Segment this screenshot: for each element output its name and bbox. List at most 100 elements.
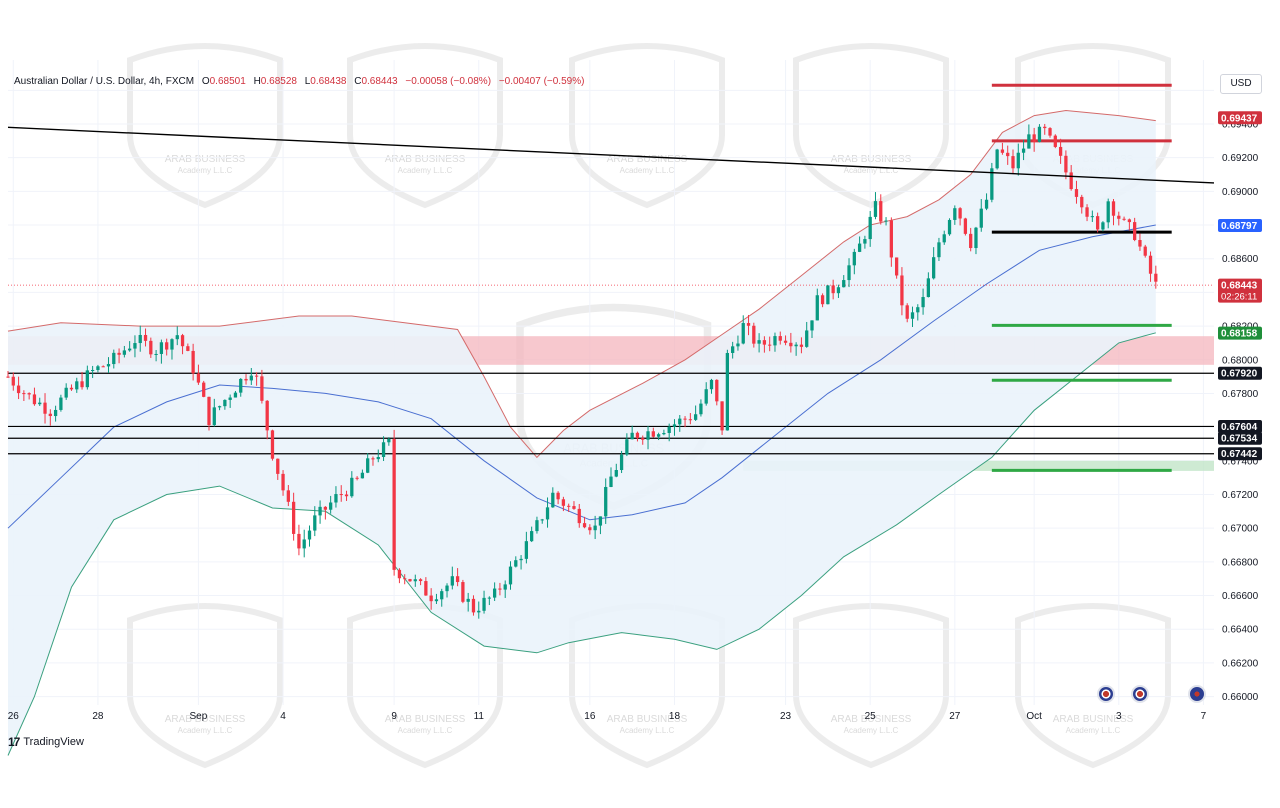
candle-body [593,525,597,531]
candle-body [350,477,354,497]
us-flag-event-icon[interactable] [1097,685,1115,703]
candle-body [207,396,211,426]
candle-body [138,334,142,344]
watermark-text: ARAB BUSINESS [385,714,466,725]
candle-body [38,402,42,405]
candle-body [1058,146,1063,156]
candle-body [894,257,899,276]
candle-body [932,257,936,279]
candle-body [1106,201,1110,223]
candle-body [450,576,454,586]
tradingview-logo[interactable]: 17 TradingView [8,735,84,749]
candle-body [969,233,973,249]
candle-body [360,472,365,479]
candle-body [270,430,275,459]
time-axis[interactable]: 26 28 Sep 4 9 11 16 18 23 25 27 Oct 3 7 [8,711,1207,722]
candle-body [339,494,343,496]
candle-body [715,379,719,402]
candle-body [445,585,449,592]
low-label: L [304,76,311,87]
candle-body [239,378,243,393]
bollinger-fill [8,110,1156,756]
candle-body [191,350,195,374]
candle-body [202,382,206,397]
high-value: 0.68528 [260,76,297,87]
currency-button[interactable]: USD [1220,74,1262,94]
candle-body [752,325,756,344]
candle-body [1154,273,1158,282]
candle-body [471,598,476,613]
candle-body [101,366,105,368]
candle-body [492,588,497,598]
candle-body [699,403,703,415]
us-flag-event-icon-2[interactable] [1131,685,1149,703]
price-tag-6 [1218,431,1262,445]
candle-body [736,343,740,347]
low-value: 0.68438 [310,76,347,87]
price-axis[interactable]: 0.696000.694000.692000.690000.688000.686… [1214,60,1280,710]
time-tick-label: 18 [669,711,681,722]
candle-body [768,344,772,346]
open-label: O [201,76,210,87]
watermark-text: ARAB BUSINESS [1053,714,1134,725]
time-tick-label: 7 [1201,711,1207,722]
candle-body [540,519,544,521]
candle-body [614,470,618,477]
bollinger-middle [7,224,1156,529]
candle-body [80,381,84,388]
candle-body [725,352,730,431]
candle-body [403,578,407,580]
candle-body [524,541,529,559]
candle-body [48,413,52,417]
candle-body [133,343,137,349]
price-tick-label: 0.68600 [1222,254,1259,265]
candle-body [995,149,999,169]
price-tag-5 [1218,419,1262,433]
candle-body [1053,135,1057,147]
time-tick-label: 16 [584,711,596,722]
price-tick-label: 0.67000 [1222,524,1259,535]
candle-body [482,597,486,611]
candle-body [381,442,386,457]
candle-body [11,376,15,386]
price-tag-7 [1218,447,1262,461]
candle-body [143,334,148,341]
price-tag-0 [1218,111,1262,125]
candle-body [979,208,983,228]
candle-body [651,431,655,437]
candle-body [1064,155,1068,173]
candle-body [212,407,216,426]
au-flag-event-icon[interactable] [1188,685,1206,703]
candle-body [376,456,380,460]
time-tick-label: 26 [8,711,20,722]
candle-body [487,597,491,599]
candle-body [1074,189,1079,197]
candle-body [900,275,904,306]
price-tick-label: 0.66600 [1222,591,1259,602]
candle-body [75,381,79,390]
close-label: C [354,76,362,87]
candle-body [1148,255,1153,274]
candle-body [1069,172,1073,190]
candle-body [69,387,74,390]
candle-body [789,342,793,347]
candle-body [96,366,100,370]
candle-body [27,393,31,395]
change-value-2: −0.00407 (−0.59%) [498,76,585,87]
candle-body [53,409,58,417]
candle-body [868,216,872,240]
bollinger-upper [7,109,1156,459]
candle-body [286,490,290,502]
candle-body [609,476,613,487]
candle-body [90,369,95,371]
price-tick-label: 0.69400 [1222,119,1259,130]
time-tick-label: 25 [865,711,877,722]
watermark-shield [1015,603,1171,769]
price-axis-bg [1214,60,1280,710]
candle-body [984,199,989,209]
candle-body [1133,222,1137,240]
price-tick-label: 0.66400 [1222,625,1259,636]
watermark-text: ARAB BUSINESS [607,714,688,725]
